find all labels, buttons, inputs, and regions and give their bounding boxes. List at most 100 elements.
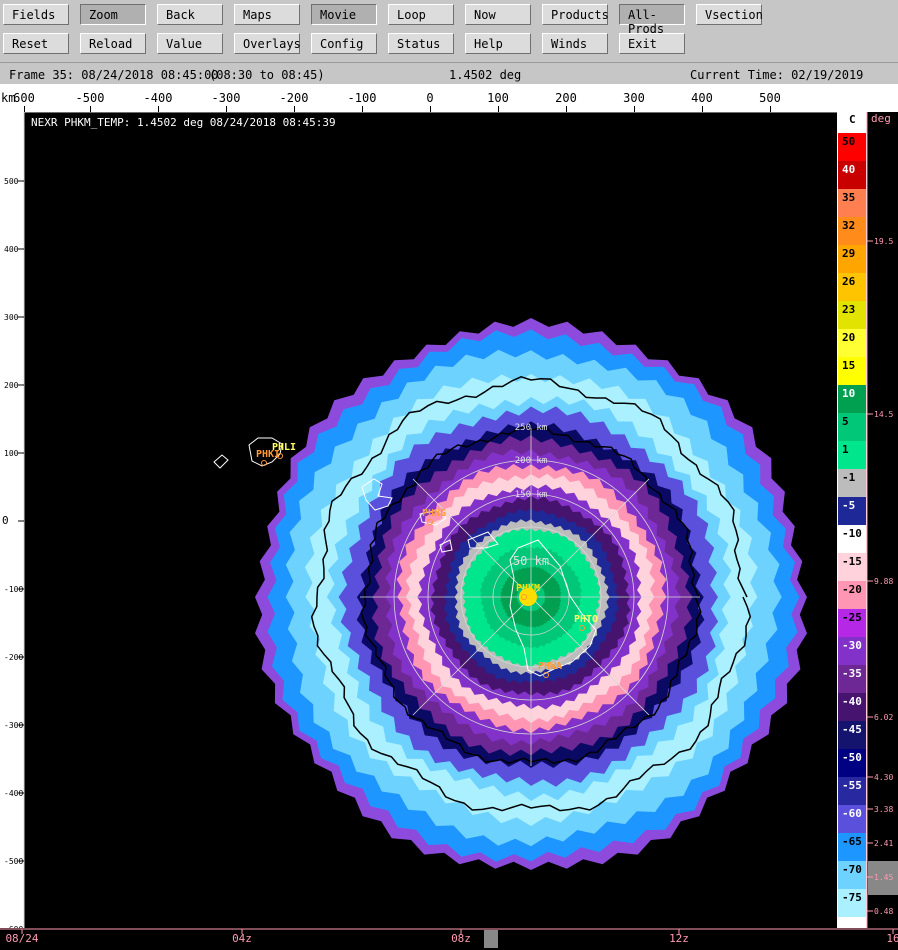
vsection-button[interactable]: Vsection	[696, 4, 763, 25]
colorbar-swatch[interactable]	[838, 665, 866, 693]
station-marker	[543, 672, 549, 678]
colorbar-swatch[interactable]	[838, 777, 866, 805]
colorbar-swatch[interactable]	[838, 441, 866, 469]
colorbar-swatch[interactable]	[838, 693, 866, 721]
colorbar-swatch[interactable]	[838, 357, 866, 385]
colorbar-label: -75	[842, 891, 862, 904]
colorbar-swatch[interactable]	[838, 413, 866, 441]
maps-button[interactable]: Maps	[234, 4, 300, 25]
colorbar-label: -5	[842, 499, 855, 512]
reload-button[interactable]: Reload	[80, 33, 146, 54]
frame-info: Frame 35: 08/24/2018 08:45:00	[9, 68, 219, 82]
time-axis-bar[interactable]: 08/24 04z 08z 12z 16	[0, 928, 898, 950]
y-tick-label: -200	[4, 653, 23, 662]
range-ring-label: 250 km	[515, 423, 548, 433]
colorbar-swatch[interactable]	[838, 189, 866, 217]
station-label[interactable]: PHLI	[272, 442, 296, 453]
colorbar-label: -15	[842, 555, 862, 568]
movie-button[interactable]: Movie	[311, 4, 377, 25]
radar-plot[interactable]: 5004003002001000-100-200-300-400-500-600…	[0, 112, 898, 928]
colorbar-swatch[interactable]	[838, 301, 866, 329]
colorbar-swatch[interactable]	[838, 805, 866, 833]
colorbar-label: -50	[842, 751, 862, 764]
status-button[interactable]: Status	[388, 33, 454, 54]
colorbar-swatch[interactable]	[838, 329, 866, 357]
zoom-button[interactable]: Zoom	[80, 4, 146, 25]
colorbar-label: -35	[842, 667, 862, 680]
value-button[interactable]: Value	[157, 33, 223, 54]
elevation-selected[interactable]	[868, 861, 898, 895]
loop-button[interactable]: Loop	[388, 4, 454, 25]
elevation-tick-label[interactable]: 0.48	[874, 907, 893, 916]
colorbar-swatch[interactable]	[838, 273, 866, 301]
y-tick-label: -300	[4, 721, 23, 730]
y-axis-margin	[0, 112, 24, 928]
y-tick-label: -100	[4, 585, 23, 594]
x-tick-label: 400	[691, 91, 713, 105]
colorbar-swatch[interactable]	[838, 385, 866, 413]
time-slider-handle[interactable]	[484, 930, 498, 948]
colorbar-label: 50	[842, 135, 855, 148]
y-tick-label: 300	[4, 313, 19, 322]
elevation-tick-label[interactable]: 14.5	[874, 410, 893, 419]
colorbar-swatch[interactable]	[838, 161, 866, 189]
colorbar-swatch[interactable]	[838, 469, 866, 497]
colorbar-swatch[interactable]	[838, 637, 866, 665]
config-button[interactable]: Config	[311, 33, 377, 54]
colorbar-label: -60	[842, 807, 862, 820]
overlays-button[interactable]: Overlays	[234, 33, 301, 54]
colorbar-swatch[interactable]	[838, 217, 866, 245]
station-label[interactable]: PHKI	[256, 449, 280, 460]
elevation-bar[interactable]	[867, 112, 898, 928]
colorbar-swatch[interactable]	[838, 133, 866, 161]
back-button[interactable]: Back	[157, 4, 223, 25]
fields-button[interactable]: Fields	[3, 4, 69, 25]
elevation-tick-label[interactable]: 3.38	[874, 805, 893, 814]
y-tick-label: 100	[4, 449, 19, 458]
colorbar-label: 15	[842, 359, 855, 372]
elevation-tick-label[interactable]: 1.45	[874, 873, 893, 882]
elevation-tick-label[interactable]: 6.02	[874, 713, 893, 722]
winds-button[interactable]: Winds	[542, 33, 608, 54]
time-tick-label: 16	[886, 932, 898, 945]
colorbar-swatch[interactable]	[838, 497, 866, 525]
elevation-readout: 1.4502 deg	[449, 68, 522, 82]
colorbar-swatch[interactable]	[838, 861, 866, 889]
elevation-tick-label[interactable]: 2.41	[874, 839, 893, 848]
elevation-tick-label[interactable]: 4.30	[874, 773, 893, 782]
time-tick-label: 04z	[232, 932, 252, 945]
x-tick-label: 100	[487, 91, 509, 105]
colorbar-swatch[interactable]	[838, 553, 866, 581]
now-button[interactable]: Now	[465, 4, 531, 25]
colorbar-swatch[interactable]	[838, 609, 866, 637]
exit-button[interactable]: Exit	[619, 33, 685, 54]
x-tick-mark	[770, 106, 771, 112]
station-label[interactable]: PHKM	[516, 583, 540, 594]
colorbar-swatch[interactable]	[838, 889, 866, 917]
station-label[interactable]: PHNG	[422, 508, 446, 519]
station-label[interactable]: PHTO	[574, 614, 598, 625]
reset-button[interactable]: Reset	[3, 33, 69, 54]
products-button[interactable]: Products	[542, 4, 609, 25]
colorbar-unit: C	[849, 113, 856, 126]
y-tick-label: -500	[4, 857, 23, 866]
x-tick-mark	[702, 106, 703, 112]
colorbar-swatch[interactable]	[838, 833, 866, 861]
all-prods-button[interactable]: All-Prods	[619, 4, 685, 36]
x-tick-mark	[158, 106, 159, 112]
coastline	[509, 539, 597, 677]
station-label[interactable]: PHWA	[538, 661, 562, 672]
colorbar-swatch[interactable]	[838, 581, 866, 609]
x-tick-label: -200	[279, 91, 309, 105]
colorbar-label: -40	[842, 695, 862, 708]
colorbar-swatch[interactable]	[838, 721, 866, 749]
station-marker	[277, 453, 283, 459]
colorbar-swatch[interactable]	[838, 525, 866, 553]
help-button[interactable]: Help	[465, 33, 531, 54]
elevation-tick-label[interactable]: 9.88	[874, 577, 893, 586]
colorbar-swatch[interactable]	[838, 245, 866, 273]
colorbar-swatch[interactable]	[838, 749, 866, 777]
colorbar-label: 29	[842, 247, 855, 260]
y-tick-label: -600	[4, 925, 23, 928]
elevation-tick-label[interactable]: 19.5	[874, 237, 893, 246]
